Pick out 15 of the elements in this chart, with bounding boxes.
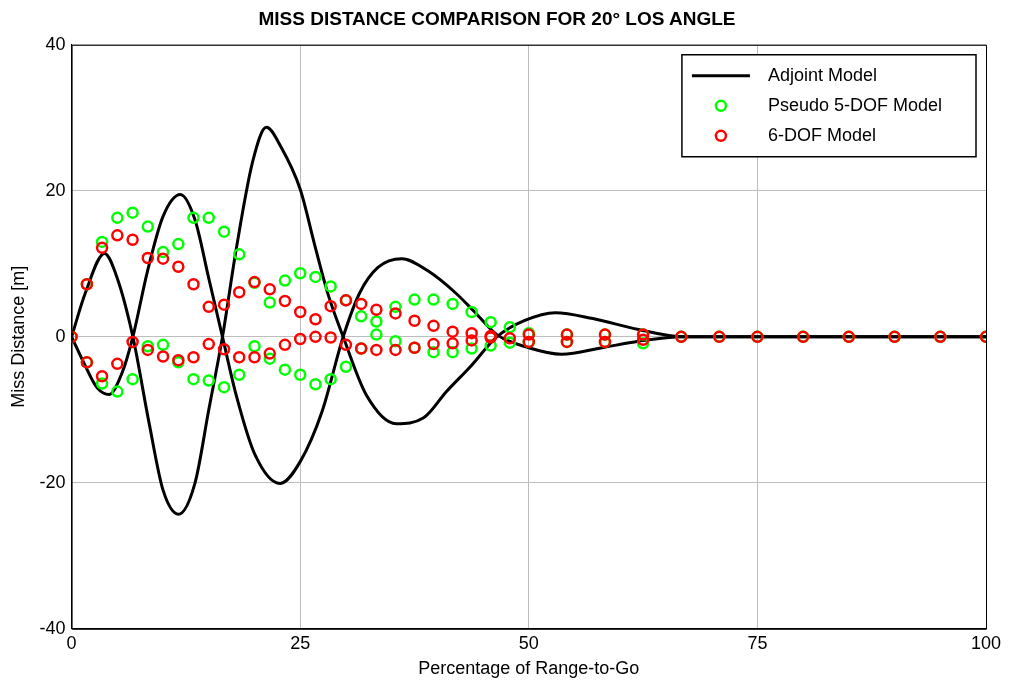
y-axis-title: Miss Distance [m] xyxy=(7,265,28,408)
legend-label: 6-DOF Model xyxy=(767,124,876,145)
y-tick-label: -40 xyxy=(39,617,66,638)
x-tick-label: 100 xyxy=(970,632,1002,653)
legend-label: Pseudo 5-DOF Model xyxy=(767,94,942,115)
x-tick-label: 75 xyxy=(747,632,768,653)
x-tick-label: 50 xyxy=(518,632,539,653)
y-tick-label: 0 xyxy=(55,325,66,346)
y-tick-label: 40 xyxy=(45,33,66,54)
chart-title: MISS DISTANCE COMPARISON FOR 20° LOS ANGLE xyxy=(258,7,736,29)
y-tick-label: -20 xyxy=(39,471,66,492)
legend-label: Adjoint Model xyxy=(767,64,877,85)
x-axis-title: Percentage of Range-to-Go xyxy=(418,658,640,679)
y-tick-label: 20 xyxy=(45,179,66,200)
x-tick-label: 25 xyxy=(290,632,311,653)
